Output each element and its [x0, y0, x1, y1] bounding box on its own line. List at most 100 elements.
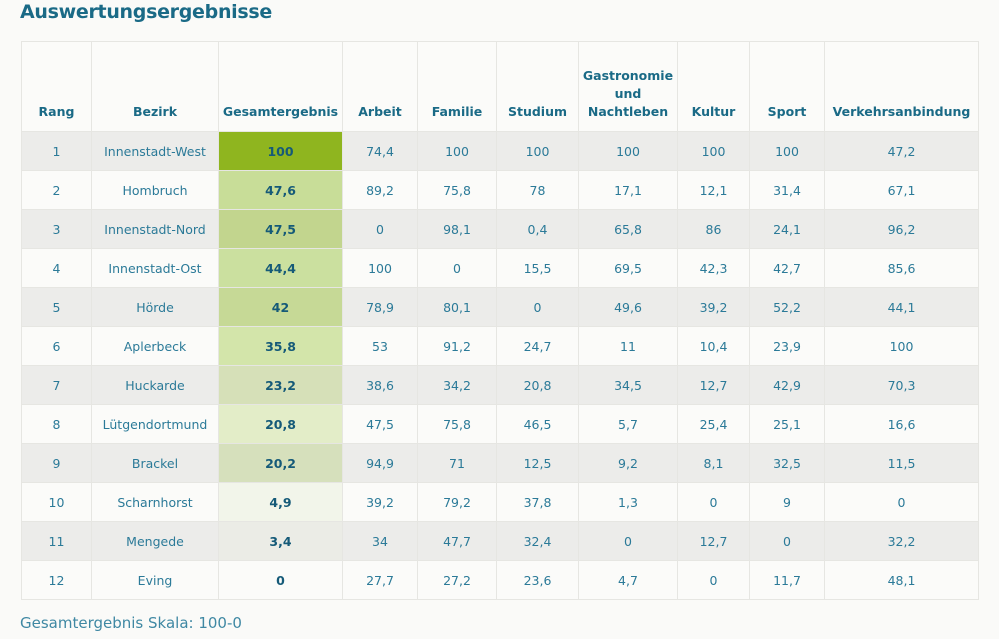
kultur-cell: 39,2: [677, 287, 750, 327]
gastronomie-cell: 65,8: [578, 209, 678, 249]
kultur-cell: 0: [677, 560, 750, 600]
gesamtergebnis-cell: 47,5: [218, 209, 343, 249]
gesamtergebnis-cell: 0: [218, 560, 343, 600]
gesamtergebnis-cell: 47,6: [218, 170, 343, 210]
verkehrsanbindung-cell: 96,2: [824, 209, 979, 249]
sport-cell: 42,9: [749, 365, 825, 405]
verkehrsanbindung-cell: 48,1: [824, 560, 979, 600]
bezirk-cell: Huckarde: [91, 365, 219, 405]
gastronomie-cell: 69,5: [578, 248, 678, 288]
table-row: 8 Lütgendortmund 20,8 47,5 75,8 46,5 5,7 25,4 25…: [21, 404, 979, 444]
rang-cell: 12: [21, 560, 92, 600]
bezirk-cell: Innenstadt-Nord: [91, 209, 219, 249]
rang-cell: 11: [21, 521, 92, 561]
arbeit-cell: 100: [342, 248, 418, 288]
sport-cell: 42,7: [749, 248, 825, 288]
gastronomie-cell: 11: [578, 326, 678, 366]
familie-cell: 34,2: [417, 365, 497, 405]
studium-cell: 24,7: [496, 326, 579, 366]
sport-cell: 100: [749, 131, 825, 171]
gesamtergebnis-cell: 35,8: [218, 326, 343, 366]
familie-cell: 80,1: [417, 287, 497, 327]
table-row: 5 Hörde 42 78,9 80,1 0 49,6 39,2 52,2 44,1: [21, 287, 979, 327]
gastronomie-cell: 0: [578, 521, 678, 561]
familie-cell: 79,2: [417, 482, 497, 522]
kultur-cell: 86: [677, 209, 750, 249]
sport-cell: 32,5: [749, 443, 825, 483]
kultur-cell: 0: [677, 482, 750, 522]
verkehrsanbindung-cell: 0: [824, 482, 979, 522]
gastronomie-cell: 5,7: [578, 404, 678, 444]
gastronomie-cell: 49,6: [578, 287, 678, 327]
verkehrsanbindung-cell: 11,5: [824, 443, 979, 483]
header-kultur: Kultur: [677, 41, 750, 132]
kultur-cell: 8,1: [677, 443, 750, 483]
header-row: Rang Bezirk Gesamtergebnis Arbeit Famili…: [21, 41, 979, 132]
header-familie: Familie: [417, 41, 497, 132]
familie-cell: 98,1: [417, 209, 497, 249]
rang-cell: 9: [21, 443, 92, 483]
rang-cell: 4: [21, 248, 92, 288]
kultur-cell: 10,4: [677, 326, 750, 366]
kultur-cell: 100: [677, 131, 750, 171]
bezirk-cell: Innenstadt-West: [91, 131, 219, 171]
table-row: 7 Huckarde 23,2 38,6 34,2 20,8 34,5 12,7 42,9 70,…: [21, 365, 979, 405]
familie-cell: 47,7: [417, 521, 497, 561]
gastronomie-cell: 9,2: [578, 443, 678, 483]
bezirk-cell: Aplerbeck: [91, 326, 219, 366]
bezirk-cell: Brackel: [91, 443, 219, 483]
arbeit-cell: 34: [342, 521, 418, 561]
kultur-cell: 12,1: [677, 170, 750, 210]
familie-cell: 91,2: [417, 326, 497, 366]
arbeit-cell: 39,2: [342, 482, 418, 522]
table-row: 9 Brackel 20,2 94,9 71 12,5 9,2 8,1 32,5 11,5: [21, 443, 979, 483]
kultur-cell: 25,4: [677, 404, 750, 444]
gastronomie-cell: 4,7: [578, 560, 678, 600]
results-table: Rang Bezirk Gesamtergebnis Arbeit Famili…: [21, 41, 979, 600]
studium-cell: 12,5: [496, 443, 579, 483]
familie-cell: 75,8: [417, 170, 497, 210]
table-row: 12 Eving 0 27,7 27,2 23,6 4,7 0 11,7 48,1: [21, 560, 979, 600]
rang-cell: 8: [21, 404, 92, 444]
studium-cell: 32,4: [496, 521, 579, 561]
table-row: 6 Aplerbeck 35,8 53 91,2 24,7 11 10,4 23,9 100: [21, 326, 979, 366]
rang-cell: 3: [21, 209, 92, 249]
rang-cell: 2: [21, 170, 92, 210]
studium-cell: 20,8: [496, 365, 579, 405]
sport-cell: 25,1: [749, 404, 825, 444]
verkehrsanbindung-cell: 32,2: [824, 521, 979, 561]
familie-cell: 75,8: [417, 404, 497, 444]
studium-cell: 37,8: [496, 482, 579, 522]
verkehrsanbindung-cell: 16,6: [824, 404, 979, 444]
bezirk-cell: Lütgendortmund: [91, 404, 219, 444]
arbeit-cell: 0: [342, 209, 418, 249]
header-gastronomie: Gastronomie und Nachtleben: [578, 41, 678, 132]
bezirk-cell: Mengede: [91, 521, 219, 561]
gesamtergebnis-cell: 23,2: [218, 365, 343, 405]
scale-note: Gesamtergebnis Skala: 100-0: [20, 614, 242, 632]
gesamtergebnis-cell: 44,4: [218, 248, 343, 288]
header-verkehrsanbindung: Verkehrsanbindung: [824, 41, 979, 132]
familie-cell: 27,2: [417, 560, 497, 600]
studium-cell: 100: [496, 131, 579, 171]
gastronomie-cell: 34,5: [578, 365, 678, 405]
familie-cell: 71: [417, 443, 497, 483]
page-title: Auswertungsergebnisse: [20, 1, 272, 23]
studium-cell: 15,5: [496, 248, 579, 288]
verkehrsanbindung-cell: 44,1: [824, 287, 979, 327]
table-row: 11 Mengede 3,4 34 47,7 32,4 0 12,7 0 32,2: [21, 521, 979, 561]
sport-cell: 31,4: [749, 170, 825, 210]
bezirk-cell: Hombruch: [91, 170, 219, 210]
rang-cell: 6: [21, 326, 92, 366]
bezirk-cell: Innenstadt-Ost: [91, 248, 219, 288]
header-sport: Sport: [749, 41, 825, 132]
gesamtergebnis-cell: 42: [218, 287, 343, 327]
arbeit-cell: 94,9: [342, 443, 418, 483]
bezirk-cell: Eving: [91, 560, 219, 600]
table-row: 1 Innenstadt-West 100 74,4 100 100 100 100 100 47…: [21, 131, 979, 171]
header-bezirk: Bezirk: [91, 41, 219, 132]
gastronomie-cell: 17,1: [578, 170, 678, 210]
sport-cell: 9: [749, 482, 825, 522]
gastronomie-cell: 100: [578, 131, 678, 171]
verkehrsanbindung-cell: 67,1: [824, 170, 979, 210]
